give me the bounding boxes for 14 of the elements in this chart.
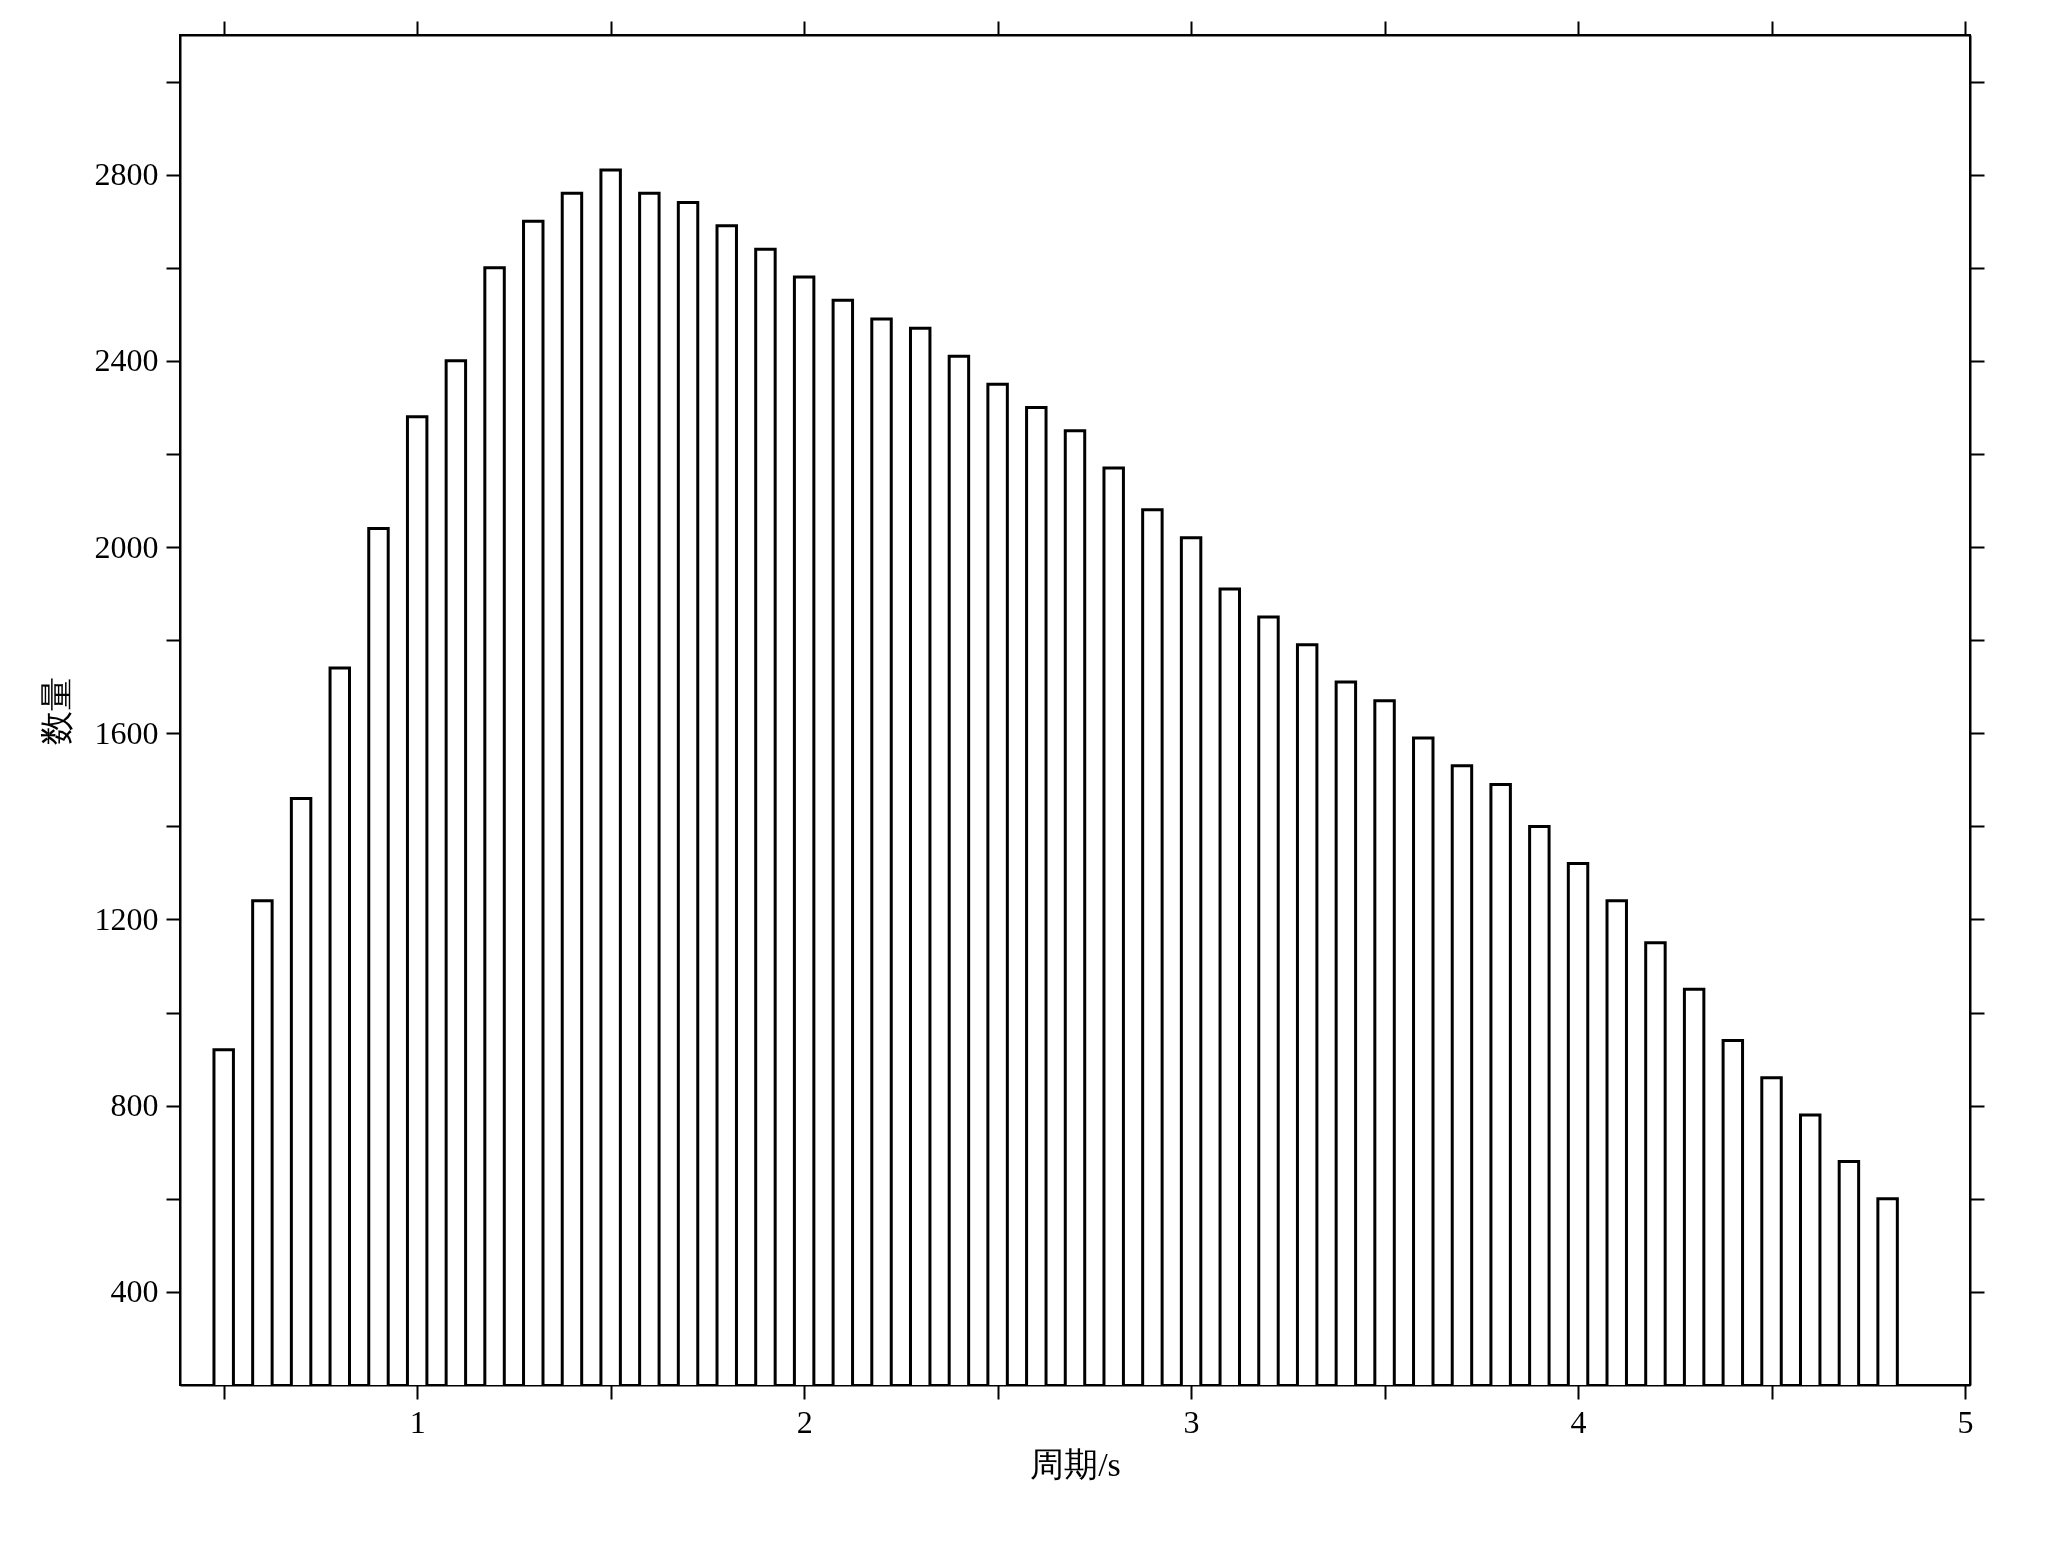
y-tick-label: 2800: [94, 156, 159, 193]
x-tick-label: 4: [1570, 1403, 1587, 1440]
y-tick-label: 1600: [94, 714, 159, 751]
y-tick-label: 1200: [94, 900, 159, 937]
y-axis-title: 数量: [37, 676, 75, 745]
x-tick-label: 1: [409, 1403, 426, 1440]
y-tick-label: 2400: [94, 342, 159, 379]
x-tick-label: 5: [1957, 1403, 1974, 1440]
y-tick-label: 400: [110, 1273, 159, 1310]
x-tick-label: 2: [796, 1403, 813, 1440]
y-tick-label: 800: [110, 1087, 159, 1124]
x-tick-label: 3: [1183, 1403, 1200, 1440]
y-tick-label: 2000: [94, 528, 159, 565]
x-axis-title: 周期/s: [1030, 1445, 1121, 1483]
